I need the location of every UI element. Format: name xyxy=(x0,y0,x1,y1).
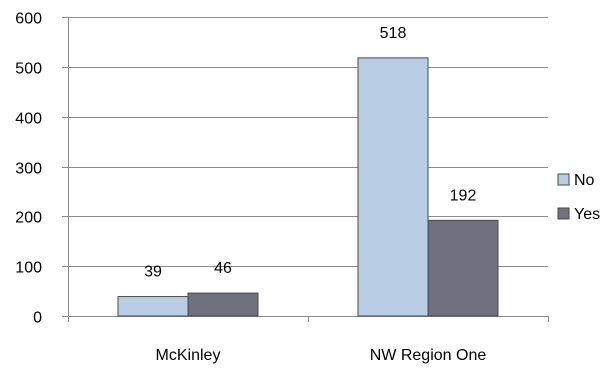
bar-no-1 xyxy=(357,57,429,317)
data-labels: 39 46 518 192 xyxy=(144,25,476,281)
legend-label-yes: Yes xyxy=(574,206,600,223)
legend-label-no: No xyxy=(574,172,595,189)
bar-yes-0 xyxy=(187,292,259,317)
legend-swatch-yes xyxy=(557,207,570,220)
legend-swatch-no xyxy=(557,173,570,186)
y-tick-label: 500 xyxy=(15,61,42,78)
data-label: 518 xyxy=(380,25,407,42)
bar-no-0 xyxy=(117,296,189,317)
bar-yes-1 xyxy=(427,219,499,317)
y-tick-label: 300 xyxy=(15,161,42,178)
y-tick-label: 600 xyxy=(15,11,42,28)
y-tick-label: 100 xyxy=(15,260,42,277)
y-tick-label: 200 xyxy=(15,210,42,227)
data-label: 39 xyxy=(144,264,162,281)
y-tick-label: 400 xyxy=(15,111,42,128)
data-label: 192 xyxy=(450,187,477,204)
y-tick-label: 0 xyxy=(33,310,42,327)
data-label: 46 xyxy=(214,260,232,277)
bars xyxy=(117,57,499,317)
legend: No Yes xyxy=(557,172,600,223)
x-category-label: McKinley xyxy=(156,347,221,364)
x-category-label: NW Region One xyxy=(370,347,487,364)
